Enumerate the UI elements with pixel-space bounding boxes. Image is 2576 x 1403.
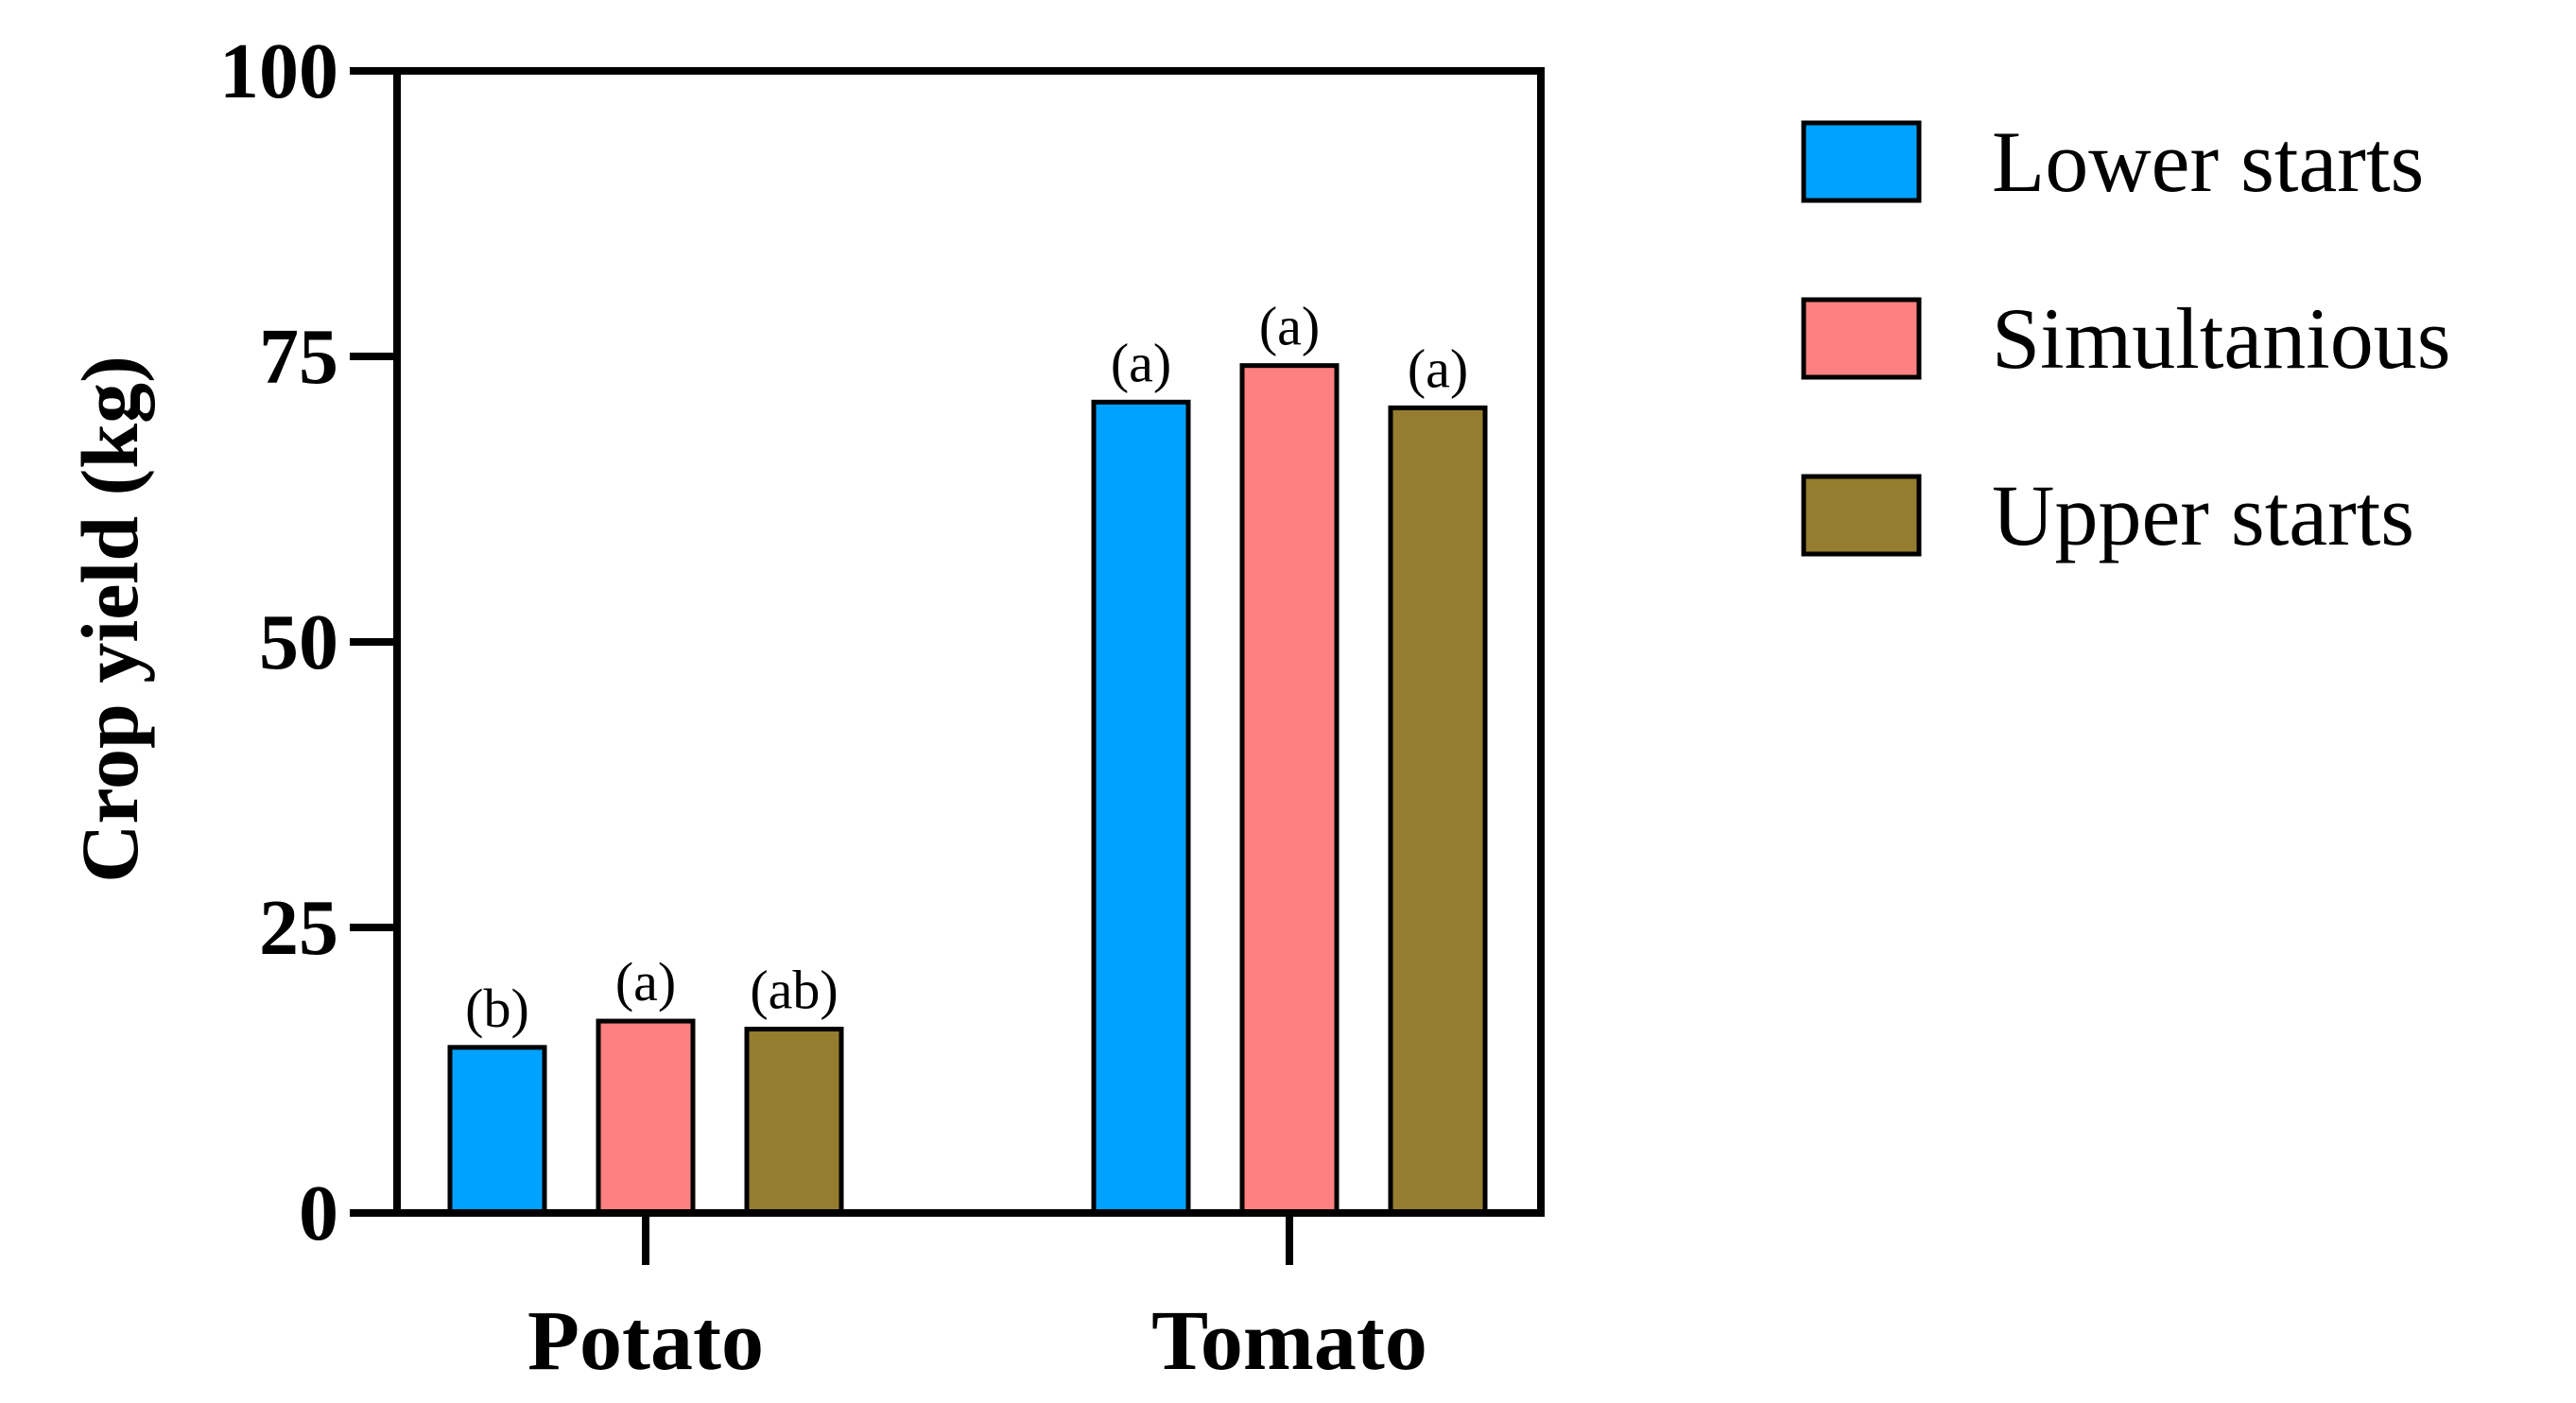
legend-label-simultanious: Simultanious	[1992, 290, 2451, 387]
plot-frame	[393, 67, 1545, 1217]
legend-swatch-upper-starts	[1801, 474, 1922, 557]
bar-tomato-upper-starts	[1388, 405, 1488, 1216]
x-tick-label-tomato: Tomato	[1151, 1294, 1427, 1388]
y-tick-label: 25	[259, 884, 338, 972]
y-axis-title: Crop yield (kg)	[64, 355, 155, 882]
significance-label: (a)	[1408, 338, 1468, 399]
bar-tomato-lower-starts	[1091, 399, 1191, 1216]
y-tick-label: 100	[219, 27, 338, 115]
legend-swatch-lower-starts	[1801, 120, 1922, 203]
x-tick-label-potato: Potato	[527, 1294, 764, 1388]
significance-label: (a)	[1259, 296, 1320, 357]
significance-label: (a)	[1111, 332, 1171, 393]
bar-tomato-simultanious	[1239, 363, 1340, 1216]
legend: Lower starts Simultanious Upper starts	[1801, 113, 2451, 563]
significance-label: (ab)	[750, 960, 838, 1021]
y-tick-label: 50	[259, 598, 338, 686]
axes-layer: 0 25 50 75 100 Potato Tomato	[219, 27, 1545, 1388]
bar-potato-upper-starts	[744, 1027, 844, 1216]
significance-label: (a)	[615, 951, 676, 1013]
y-tick-label: 75	[259, 313, 338, 401]
legend-label-lower-starts: Lower starts	[1992, 113, 2424, 210]
legend-swatch-simultanious	[1801, 297, 1922, 380]
bars-layer: (b) (a) (a) (a) (ab) (a)	[447, 296, 1488, 1216]
bar-potato-lower-starts	[447, 1045, 547, 1216]
legend-label-upper-starts: Upper starts	[1992, 467, 2414, 563]
significance-label: (b)	[465, 978, 529, 1039]
y-tick-label: 0	[299, 1169, 338, 1257]
bar-potato-simultanious	[596, 1018, 696, 1216]
